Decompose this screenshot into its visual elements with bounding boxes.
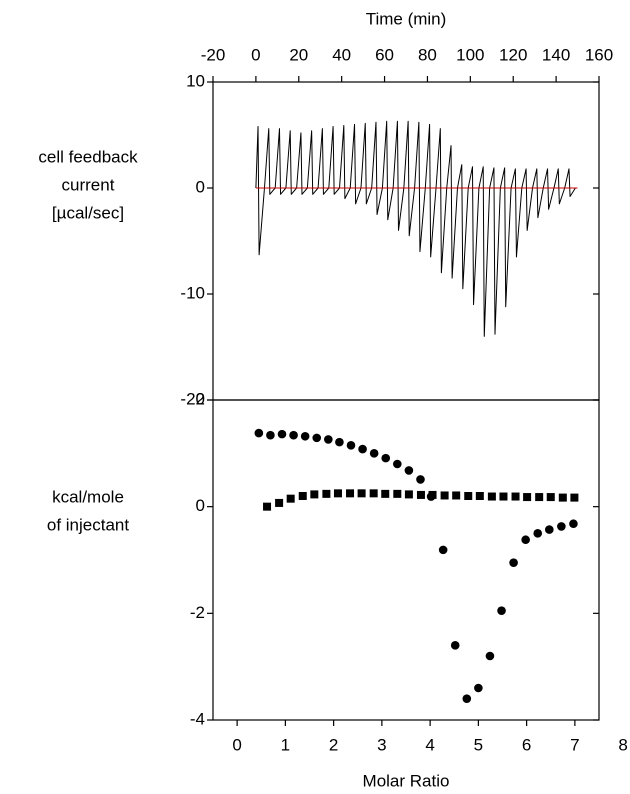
circle-point — [521, 535, 530, 545]
y-axis-title: kcal/mole — [52, 487, 124, 506]
square-point — [487, 492, 496, 501]
x-tick-label: 1 — [281, 735, 290, 754]
circle-point — [289, 430, 298, 440]
circle-point — [557, 522, 566, 531]
square-point — [333, 489, 342, 498]
y-tick-label: 0 — [196, 496, 205, 515]
x-tick-label: 5 — [474, 735, 483, 754]
x-tick-label: 60 — [375, 45, 394, 64]
x-tick-label: 3 — [377, 735, 386, 754]
y-tick-label: -10 — [180, 283, 205, 302]
x-tick-label: 2 — [329, 735, 338, 754]
square-point — [346, 489, 355, 498]
circle-point — [335, 437, 344, 447]
circle-point — [312, 433, 322, 443]
square-point — [404, 490, 413, 499]
square-point — [357, 489, 366, 498]
circle-point — [485, 651, 495, 661]
square-point — [511, 492, 520, 501]
circle-point — [474, 683, 483, 693]
square-point — [416, 490, 425, 499]
square-point — [322, 489, 331, 498]
square-point — [499, 492, 508, 501]
square-point — [275, 498, 284, 507]
circle-point — [497, 606, 506, 615]
circle-point — [438, 545, 448, 555]
x-tick-label: 20 — [289, 45, 308, 64]
circle-point — [404, 466, 414, 475]
x-tick-label: 40 — [332, 45, 351, 64]
circle-point — [533, 529, 543, 538]
y-tick-label: 10 — [186, 71, 205, 90]
square-point — [523, 493, 532, 502]
y-tick-label: -2 — [190, 603, 205, 622]
circle-point — [300, 431, 310, 441]
y-tick-label: -20 — [180, 389, 205, 408]
square-point — [381, 489, 390, 498]
circle-point — [393, 459, 402, 469]
y-tick-label: 2 — [196, 389, 205, 408]
x-tick-label: 0 — [251, 45, 260, 64]
square-point — [546, 493, 555, 502]
x-tick-label: 7 — [570, 735, 579, 754]
square-point — [428, 490, 437, 499]
x-tick-label: -20 — [201, 45, 226, 64]
x-tick-label: 80 — [418, 45, 437, 64]
x-tick-label: 6 — [522, 735, 531, 754]
x-tick-label: 100 — [456, 45, 484, 64]
y-tick-label: 0 — [196, 177, 205, 196]
square-point — [393, 489, 402, 498]
x-tick-label: 8 — [618, 735, 627, 754]
circle-point — [381, 453, 391, 463]
y-tick-label: -4 — [190, 709, 205, 728]
square-point — [570, 493, 579, 502]
x-tick-label: 4 — [425, 735, 434, 754]
circle-point — [545, 525, 554, 534]
x-tick-label: 0 — [232, 735, 241, 754]
circle-point — [266, 430, 275, 440]
circle-point — [358, 444, 367, 454]
x-tick-label: 160 — [585, 45, 613, 64]
square-point — [286, 494, 295, 503]
circle-point — [346, 441, 356, 450]
circle-point — [369, 449, 379, 458]
circle-point — [277, 429, 287, 439]
y-axis-title: of injectant — [47, 515, 129, 534]
square-point — [452, 491, 461, 500]
x-tick-label: 140 — [542, 45, 570, 64]
circle-point — [450, 641, 460, 650]
circle-point — [509, 558, 518, 567]
square-point — [263, 502, 272, 511]
circle-point — [569, 519, 578, 529]
x-axis-title: Molar Ratio — [363, 771, 450, 790]
circle-point — [254, 428, 264, 438]
circle-point — [416, 475, 425, 484]
y-axis-title: cell feedback — [38, 147, 138, 166]
square-point — [475, 492, 484, 500]
circle-point — [462, 694, 472, 703]
y-axis-title: [µcal/sec] — [52, 203, 124, 222]
square-point — [464, 492, 473, 500]
trace — [255, 120, 576, 337]
square-point — [558, 493, 567, 502]
x-tick-label: 120 — [499, 45, 527, 64]
x-axis-title: Time (min) — [366, 9, 447, 28]
square-point — [298, 492, 307, 500]
circle-point — [324, 435, 333, 444]
plot-frame — [212, 399, 600, 721]
square-point — [369, 489, 378, 498]
square-point — [535, 493, 544, 502]
plot-frame — [212, 81, 600, 401]
y-axis-title: current — [62, 175, 115, 194]
square-point — [440, 491, 449, 500]
square-point — [310, 490, 319, 499]
